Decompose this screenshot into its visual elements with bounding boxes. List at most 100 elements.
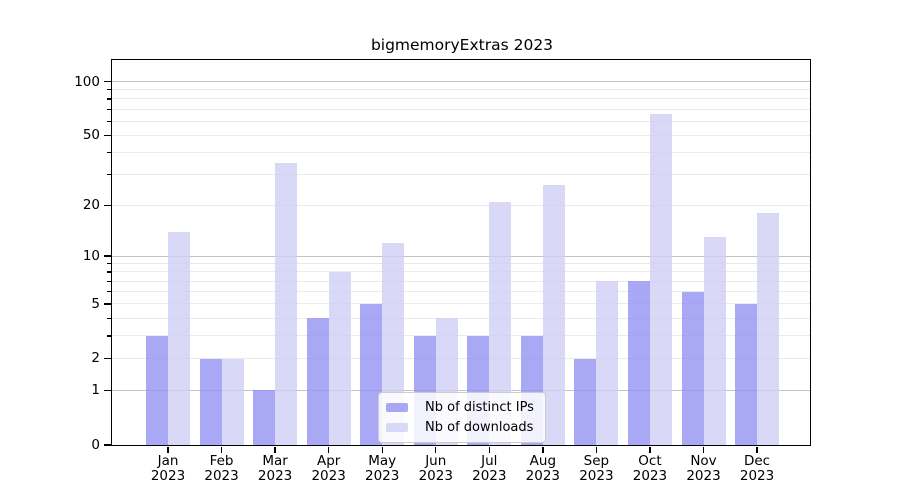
x-label-feb: Feb 2023: [189, 454, 255, 484]
x-label-aug: Aug 2023: [510, 454, 576, 484]
chart-title: bigmemoryExtras 2023: [370, 36, 554, 54]
minor-gridline-5: [112, 303, 810, 305]
x-label-year: 2023: [418, 468, 453, 484]
x-label-month: Oct: [638, 453, 662, 469]
y-tick-5: [103, 303, 111, 305]
legend-label-distinct-ips: Nb of distinct IPs: [425, 399, 534, 415]
y-minor-tick-7: [106, 280, 111, 282]
x-tick-oct: [649, 446, 651, 453]
bar-downloads-mar: [275, 162, 298, 445]
bar-distinct-ips-may: [360, 303, 383, 445]
x-label-year: 2023: [472, 468, 507, 484]
bar-downloads-apr: [328, 271, 351, 445]
y-minor-tick-6: [106, 291, 111, 293]
x-tick-jun: [435, 446, 437, 453]
minor-gridline-90: [112, 89, 810, 91]
minor-gridline-50: [112, 134, 810, 136]
minor-gridline-3: [112, 335, 810, 337]
bar-distinct-ips-apr: [306, 318, 329, 445]
y-label-1: 1: [91, 382, 100, 399]
y-minor-tick-9: [106, 262, 111, 265]
legend-swatch-downloads: [386, 422, 408, 432]
x-label-month: Jan: [157, 453, 179, 469]
legend-label-downloads: Nb of downloads: [425, 419, 534, 435]
x-label-month: Jul: [481, 453, 498, 469]
y-label-0: 0: [91, 437, 100, 453]
minor-gridline-4: [112, 317, 810, 319]
x-label-month: Aug: [529, 453, 557, 469]
x-tick-dec: [756, 446, 758, 453]
bar-downloads-feb: [221, 358, 244, 445]
x-label-year: 2023: [150, 468, 186, 484]
bar-downloads-jan: [168, 231, 190, 445]
bar-downloads-sep: [596, 281, 619, 445]
y-label-50: 50: [82, 127, 100, 144]
x-label-nov: Nov 2023: [671, 454, 737, 484]
x-label-mar: Mar 2023: [242, 454, 308, 484]
y-minor-tick-70: [106, 108, 111, 110]
y-minor-tick-60: [106, 120, 111, 122]
x-label-year: 2023: [257, 468, 293, 484]
x-tick-mar: [274, 446, 276, 453]
minor-gridline-7: [112, 280, 810, 282]
x-tick-jan: [167, 446, 169, 453]
x-label-jan: Jan 2023: [135, 454, 201, 484]
bar-downloads-nov: [703, 237, 726, 445]
y-minor-tick-8: [106, 271, 111, 273]
x-label-year: 2023: [525, 468, 561, 484]
x-tick-apr: [327, 446, 330, 453]
bar-downloads-dec: [757, 213, 780, 445]
minor-gridline-70: [112, 108, 810, 110]
x-tick-may: [381, 446, 383, 453]
x-label-month: Sep: [583, 453, 610, 469]
bar-downloads-oct: [649, 113, 672, 445]
x-tick-nov: [702, 446, 705, 453]
x-label-month: Dec: [743, 453, 771, 469]
bar-distinct-ips-nov: [681, 291, 704, 445]
legend: Nb of distinct IPs Nb of downloads: [378, 392, 546, 443]
y-label-100: 100: [74, 73, 100, 90]
major-gridline-10: [112, 255, 810, 257]
bar-downloads-jul: [489, 201, 512, 445]
minor-gridline-20: [112, 204, 810, 206]
minor-gridline-30: [112, 174, 810, 176]
x-label-year: 2023: [686, 468, 721, 484]
bar-distinct-ips-mar: [253, 390, 276, 445]
y-minor-tick-3: [106, 335, 111, 337]
bar-distinct-ips-jan: [146, 335, 168, 445]
x-label-sep: Sep 2023: [563, 454, 629, 484]
y-minor-tick-4: [106, 317, 111, 319]
x-label-year: 2023: [311, 468, 346, 484]
minor-gridline-80: [112, 98, 810, 100]
y-label-10: 10: [82, 248, 100, 265]
y-minor-tick-80: [106, 98, 111, 100]
bar-distinct-ips-oct: [627, 281, 650, 445]
x-label-jun: Jun 2023: [403, 454, 469, 484]
plot-area: Nb of distinct IPs Nb of downloads Jan 20…: [74, 59, 811, 484]
y-label-20: 20: [82, 197, 100, 214]
x-label-month: Nov: [690, 453, 717, 469]
minor-gridline-8: [112, 271, 810, 273]
legend-item-distinct-ips: Nb of distinct IPs: [386, 398, 534, 416]
x-label-month: Jun: [425, 453, 447, 469]
x-label-year: 2023: [204, 468, 239, 484]
y-tick-20: [103, 204, 111, 206]
y-minor-tick-90: [106, 89, 111, 91]
x-label-apr: Apr 2023: [296, 454, 362, 484]
major-gridline-100: [112, 81, 810, 82]
x-tick-aug: [542, 446, 544, 453]
bar-distinct-ips-dec: [735, 303, 758, 445]
minor-gridline-40: [112, 152, 810, 154]
x-label-oct: Oct 2023: [617, 454, 683, 484]
y-label-2: 2: [91, 350, 100, 367]
x-label-year: 2023: [365, 468, 400, 484]
y-tick-100: [103, 80, 111, 83]
bar-downloads-aug: [542, 185, 565, 445]
minor-gridline-6: [112, 291, 810, 293]
x-tick-jul: [488, 446, 490, 453]
y-minor-tick-40: [106, 151, 111, 154]
x-label-year: 2023: [632, 468, 668, 484]
minor-gridline-2: [112, 357, 810, 359]
major-gridline-1: [112, 389, 810, 391]
